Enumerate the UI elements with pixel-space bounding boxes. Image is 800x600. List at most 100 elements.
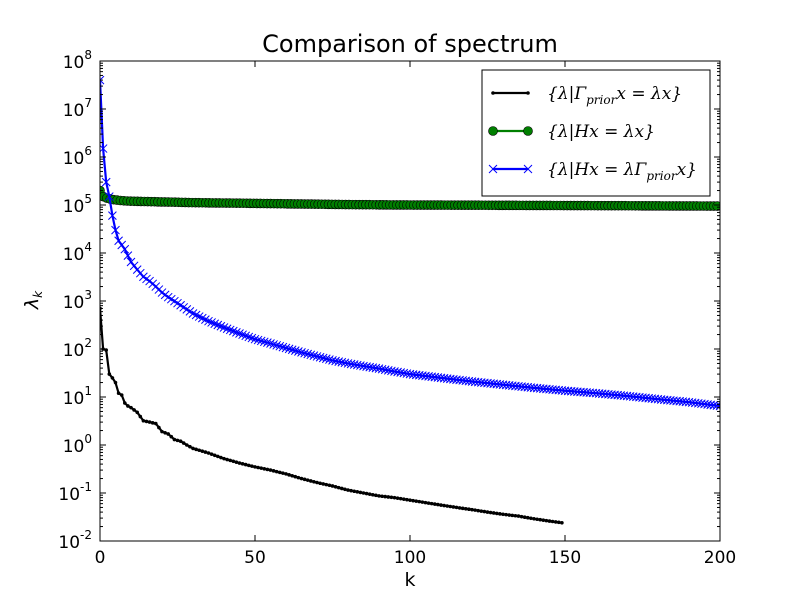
data-point <box>526 515 530 520</box>
data-point <box>262 467 267 471</box>
data-point <box>160 429 164 434</box>
data-point <box>380 494 384 499</box>
data-point <box>479 509 484 513</box>
data-point <box>312 479 316 484</box>
data-point <box>491 511 496 515</box>
data-point <box>234 460 239 464</box>
data-point <box>535 517 539 522</box>
data-point <box>309 351 319 360</box>
data-point <box>445 504 450 508</box>
data-point <box>219 323 229 332</box>
data-point <box>420 500 425 504</box>
data-point <box>228 326 238 336</box>
data-point <box>228 458 232 463</box>
y-axis-label: λk <box>21 290 45 310</box>
data-point <box>271 469 276 473</box>
data-point <box>108 211 117 221</box>
legend-item: {λ|Hx = λx} <box>488 122 655 142</box>
data-point <box>207 318 216 327</box>
data-point <box>510 513 515 518</box>
data-point <box>395 496 400 500</box>
data-point <box>454 505 459 510</box>
data-point <box>150 421 155 425</box>
data-point <box>256 465 260 470</box>
data-point <box>377 494 381 498</box>
data-point <box>553 520 558 524</box>
data-point <box>132 408 136 412</box>
data-point <box>336 485 341 490</box>
data-point <box>269 340 278 349</box>
data-point <box>429 501 434 506</box>
data-point <box>235 329 244 338</box>
data-point <box>383 494 388 499</box>
data-point <box>367 492 372 496</box>
data-point <box>141 418 146 423</box>
data-point <box>119 393 124 397</box>
data-point <box>343 487 347 492</box>
data-point <box>522 515 527 519</box>
data-point <box>213 320 223 330</box>
y-tick-label: 106 <box>63 144 92 169</box>
data-point <box>448 504 453 509</box>
data-point <box>457 506 462 510</box>
y-axis: 10-2 10-1 100 101 102 103 104 105 106 107 108 <box>58 48 720 553</box>
y-tick-label: 107 <box>63 96 92 121</box>
data-point <box>212 453 217 458</box>
data-point <box>355 490 360 494</box>
data-point <box>100 75 105 85</box>
data-point <box>507 513 512 517</box>
legend-label: {λ|Γpriorx = λx} <box>547 84 682 107</box>
legend-marker <box>526 91 530 95</box>
data-point <box>364 491 369 496</box>
data-point <box>259 337 269 347</box>
data-point <box>532 517 536 521</box>
data-point <box>303 349 313 359</box>
data-point <box>225 457 229 462</box>
data-point <box>129 405 133 410</box>
data-point <box>712 201 720 211</box>
data-point <box>154 421 158 426</box>
data-point <box>232 327 241 337</box>
x-tick-label: 100 <box>394 548 426 568</box>
data-point <box>203 450 208 454</box>
data-point <box>321 482 326 486</box>
data-point <box>324 482 329 487</box>
data-point <box>241 331 251 341</box>
data-point <box>414 499 419 503</box>
data-point <box>340 486 344 491</box>
data-point <box>126 404 130 408</box>
data-point <box>467 507 471 512</box>
data-point <box>284 472 288 476</box>
data-point <box>144 419 149 424</box>
series-0 <box>100 306 564 525</box>
data-point <box>498 512 502 516</box>
data-point <box>495 511 499 516</box>
data-point <box>278 470 282 475</box>
x-tick-label: 0 <box>95 548 106 568</box>
data-point <box>191 446 195 451</box>
data-point <box>175 438 180 443</box>
data-point <box>327 483 332 488</box>
data-point <box>306 350 316 360</box>
y-tick-label: 100 <box>63 432 92 457</box>
data-point <box>110 376 115 380</box>
data-point <box>138 414 143 419</box>
data-point <box>272 340 282 350</box>
data-point <box>547 519 552 523</box>
data-point <box>178 439 183 443</box>
legend-marker <box>523 126 533 136</box>
x-axis-label: k <box>404 569 415 591</box>
legend-marker <box>488 164 498 174</box>
data-point <box>287 345 297 355</box>
data-point <box>392 495 397 500</box>
data-point <box>516 514 521 518</box>
data-point <box>231 459 236 464</box>
data-point <box>371 492 375 497</box>
data-point <box>423 500 428 505</box>
data-point <box>504 512 508 517</box>
chart-title: Comparison of spectrum <box>262 30 558 58</box>
data-point <box>417 499 422 504</box>
y-tick-label: 102 <box>63 336 92 361</box>
data-point <box>222 324 232 334</box>
data-point <box>266 339 275 348</box>
